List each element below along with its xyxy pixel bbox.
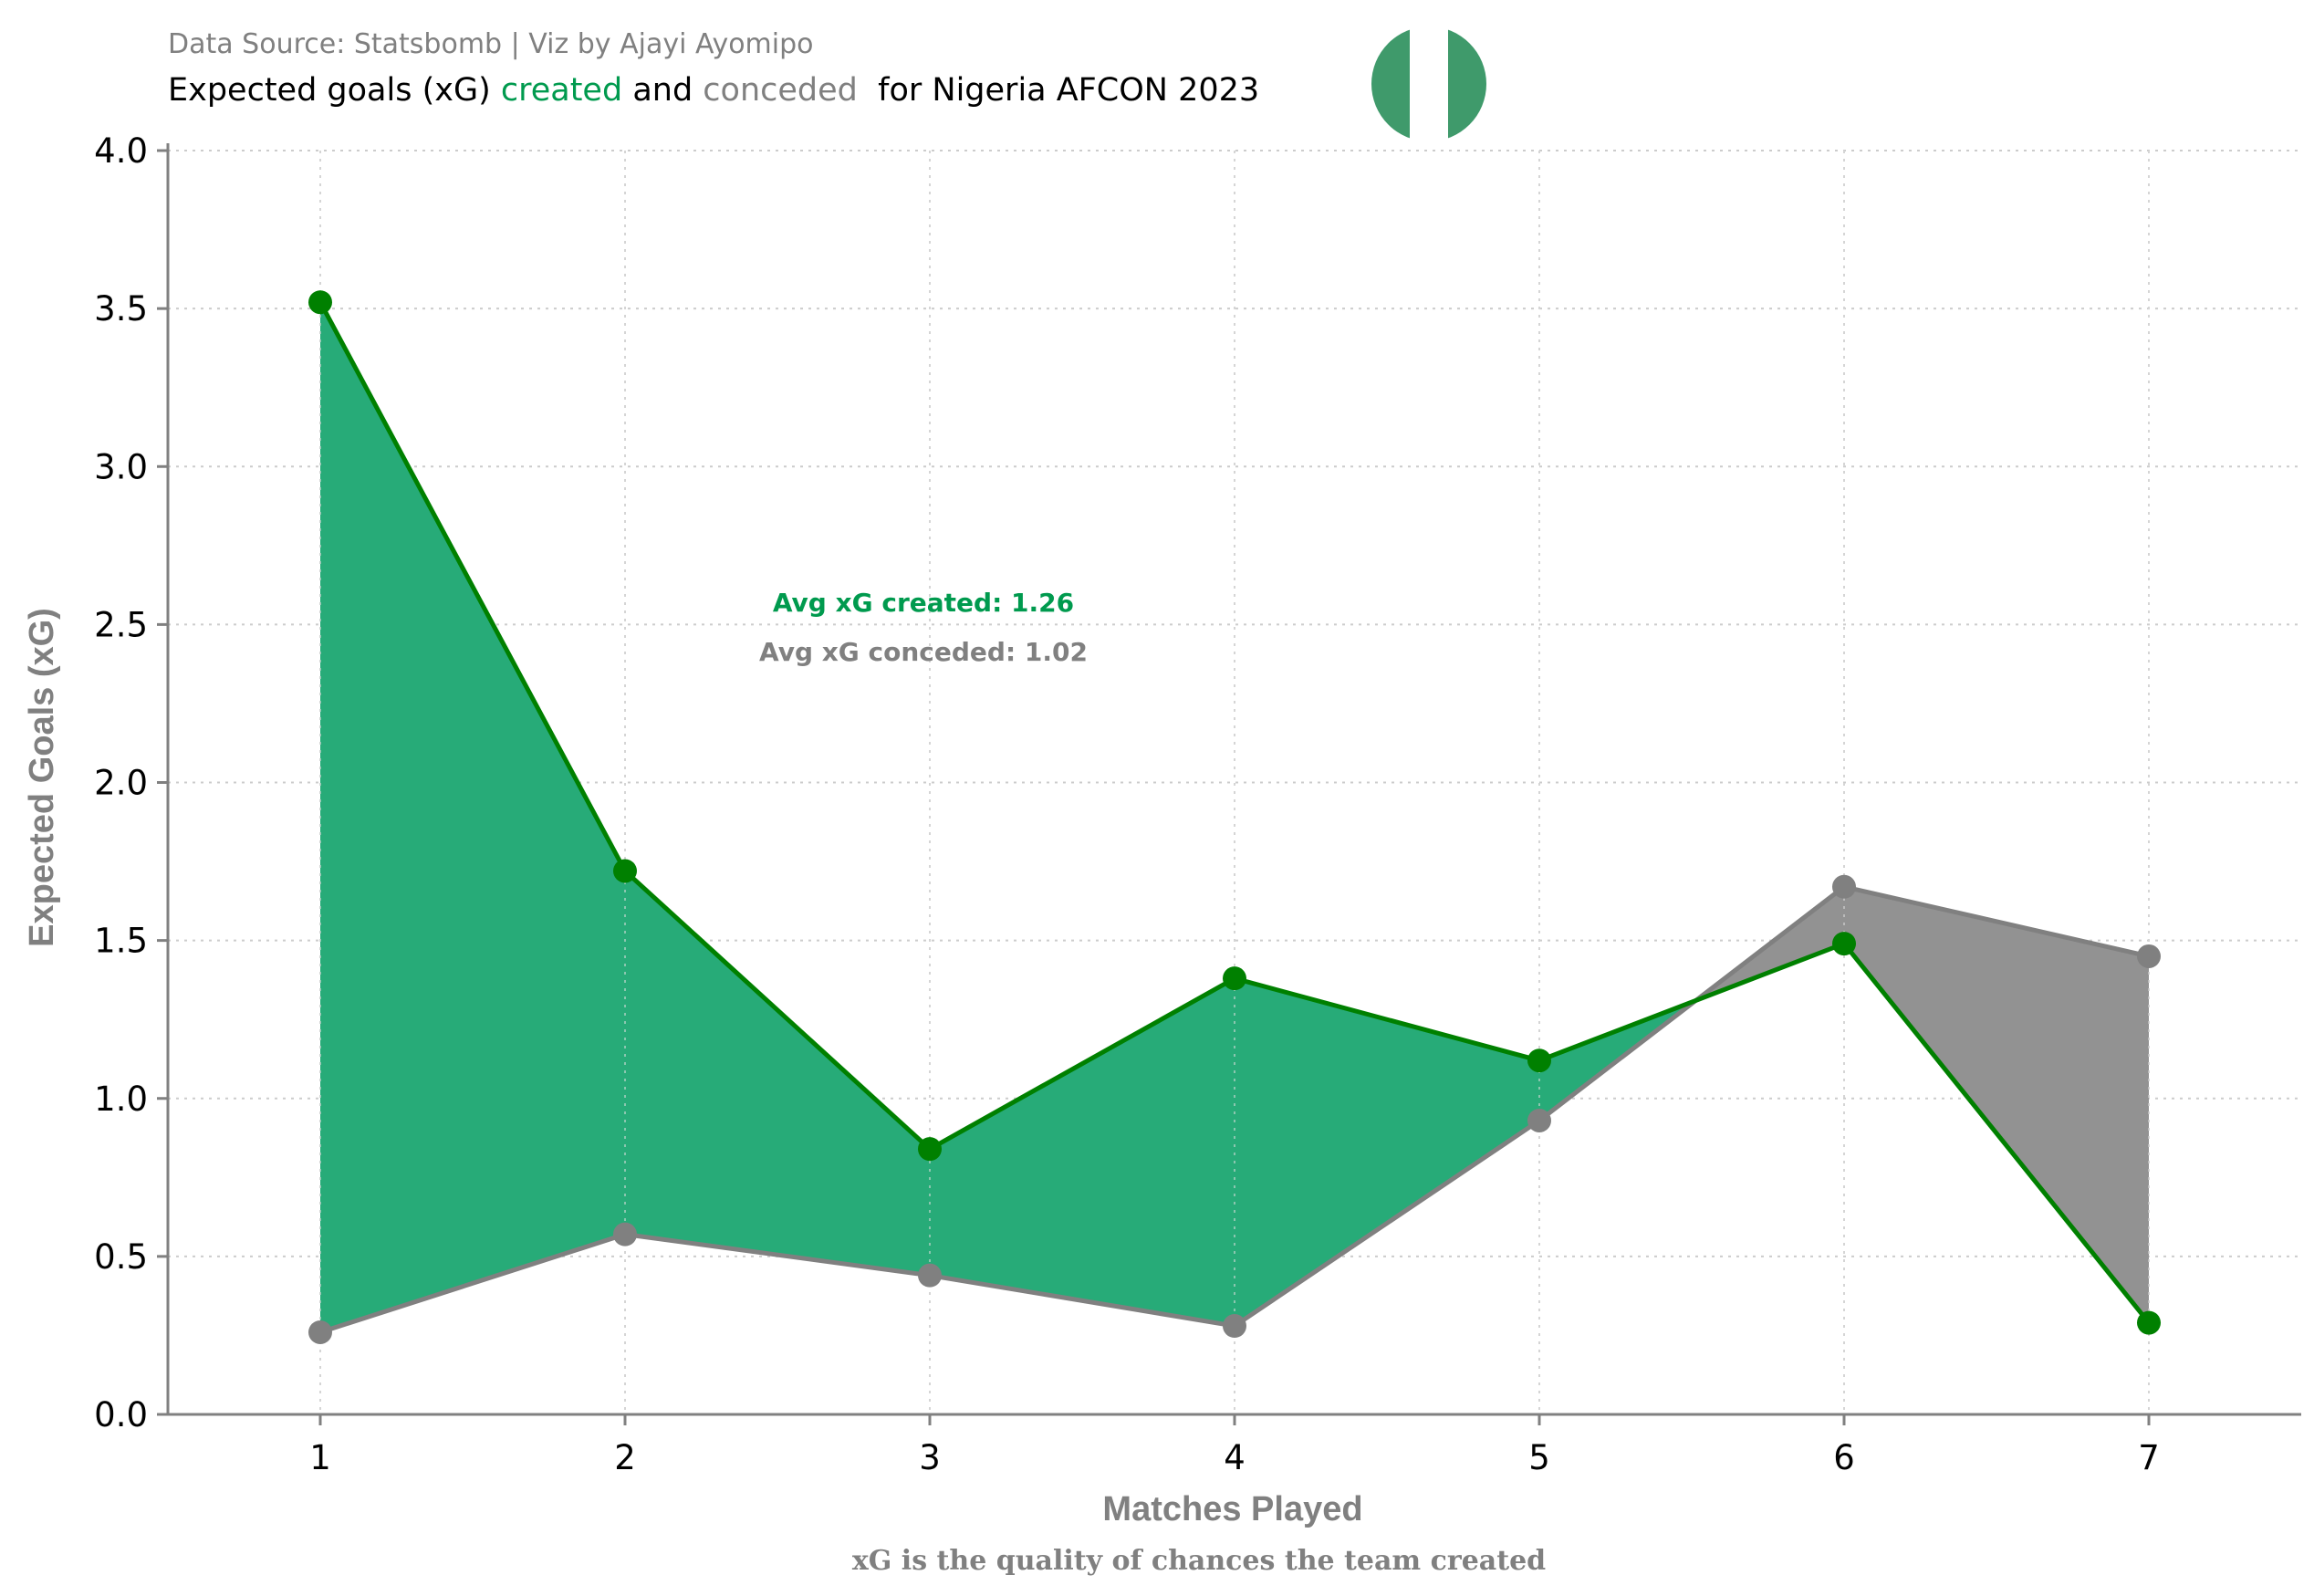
conceded-point (308, 1320, 332, 1344)
title-created: created (501, 72, 622, 109)
title-part2: for Nigeria AFCON 2023 (858, 72, 1259, 109)
avg-conceded-annotation: Avg xG conceded: 1.02 (759, 637, 1088, 667)
conceded-point (1527, 1108, 1551, 1132)
y-tick-label: 3.0 (94, 447, 148, 486)
y-tick-label: 3.5 (94, 289, 148, 329)
fill-areas (319, 151, 2150, 1414)
data-source: Data Source: Statsbomb | Viz by Ajayi Ay… (168, 28, 814, 60)
created-fill-area (320, 302, 1696, 1332)
x-tick-label: 6 (1833, 1438, 1855, 1477)
x-tick-label: 5 (1528, 1438, 1550, 1477)
created-point (1832, 932, 1856, 956)
series-points (308, 290, 2161, 1344)
created-point (1223, 966, 1246, 991)
title-and: and (622, 72, 703, 109)
y-tick-label: 1.5 (94, 922, 148, 961)
x-tick-label: 4 (1224, 1438, 1246, 1477)
avg-created-annotation: Avg xG created: 1.26 (773, 588, 1074, 618)
x-tick-label: 3 (919, 1438, 941, 1477)
y-tick-label: 0.5 (94, 1237, 148, 1277)
title-part1: Expected goals (xG) (168, 72, 501, 109)
chart-title: Expected goals (xG) created and conceded… (168, 72, 1259, 109)
y-tick-label: 2.0 (94, 764, 148, 803)
x-tick-label: 1 (309, 1438, 331, 1477)
x-tick-label: 2 (614, 1438, 636, 1477)
y-tick-label: 2.5 (94, 605, 148, 644)
conceded-point (1223, 1314, 1246, 1339)
created-point (918, 1137, 942, 1162)
tick-labels: 0.0 0.5 1.0 1.5 2.0 2.5 3.0 3.5 4.0 1 2 3 4 5 6 7 (94, 131, 2160, 1477)
title-conceded: conceded (703, 72, 858, 109)
y-tick-label: 1.0 (94, 1080, 148, 1119)
conceded-point (2137, 944, 2161, 968)
y-tick-label: 0.0 (94, 1395, 148, 1434)
created-point (2137, 1310, 2161, 1335)
y-tick-label: 4.0 (94, 131, 148, 171)
conceded-point (1832, 874, 1856, 899)
x-tick-label: 7 (2138, 1438, 2160, 1477)
y-axis-label: Expected Goals (xG) (23, 608, 61, 947)
footer-note: xG is the quality of chances the team cr… (852, 1545, 1546, 1577)
created-point (613, 859, 637, 883)
conceded-point (613, 1222, 637, 1247)
x-axis-label: Matches Played (1102, 1490, 1362, 1528)
conceded-fill-area (1695, 886, 2149, 1323)
created-point (1527, 1048, 1551, 1073)
conceded-point (918, 1263, 942, 1288)
nigeria-flag-icon (1371, 26, 1486, 141)
axes (157, 143, 2301, 1425)
created-point (308, 290, 332, 315)
